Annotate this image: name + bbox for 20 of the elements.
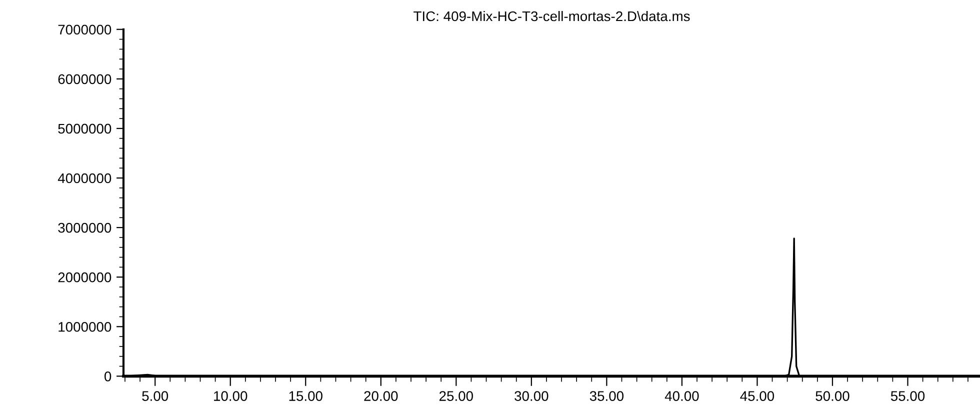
x-tick-label: 35.00 xyxy=(590,391,624,401)
x-tick-label: 40.00 xyxy=(664,391,699,401)
x-tick-label: 50.00 xyxy=(816,391,850,401)
x-tick-label: 5.00 xyxy=(142,391,168,401)
y-tick-label: 7000000 xyxy=(58,24,112,35)
x-tick-label: 15.00 xyxy=(289,391,322,401)
y-tick-label: 0 xyxy=(104,372,112,382)
y-tick-label: 5000000 xyxy=(58,124,112,134)
y-tick-label: 6000000 xyxy=(58,74,112,84)
y-tick-label: 3000000 xyxy=(58,222,112,233)
y-tick-label: 1000000 xyxy=(58,322,112,332)
x-tick-label: 20.00 xyxy=(364,391,398,401)
y-tick-label: 4000000 xyxy=(58,173,112,184)
x-tick-label: 55.00 xyxy=(890,391,925,401)
x-tick-label: 45.00 xyxy=(740,391,774,401)
x-tick-label: 10.00 xyxy=(214,391,248,401)
chart-title: TIC: 409-Mix-HC-T3-cell-mortas-2.D\data.ms xyxy=(414,10,690,22)
y-tick-label: 2000000 xyxy=(58,272,112,282)
x-tick-label: 25.00 xyxy=(439,391,473,401)
x-tick-label: 30.00 xyxy=(514,391,548,401)
